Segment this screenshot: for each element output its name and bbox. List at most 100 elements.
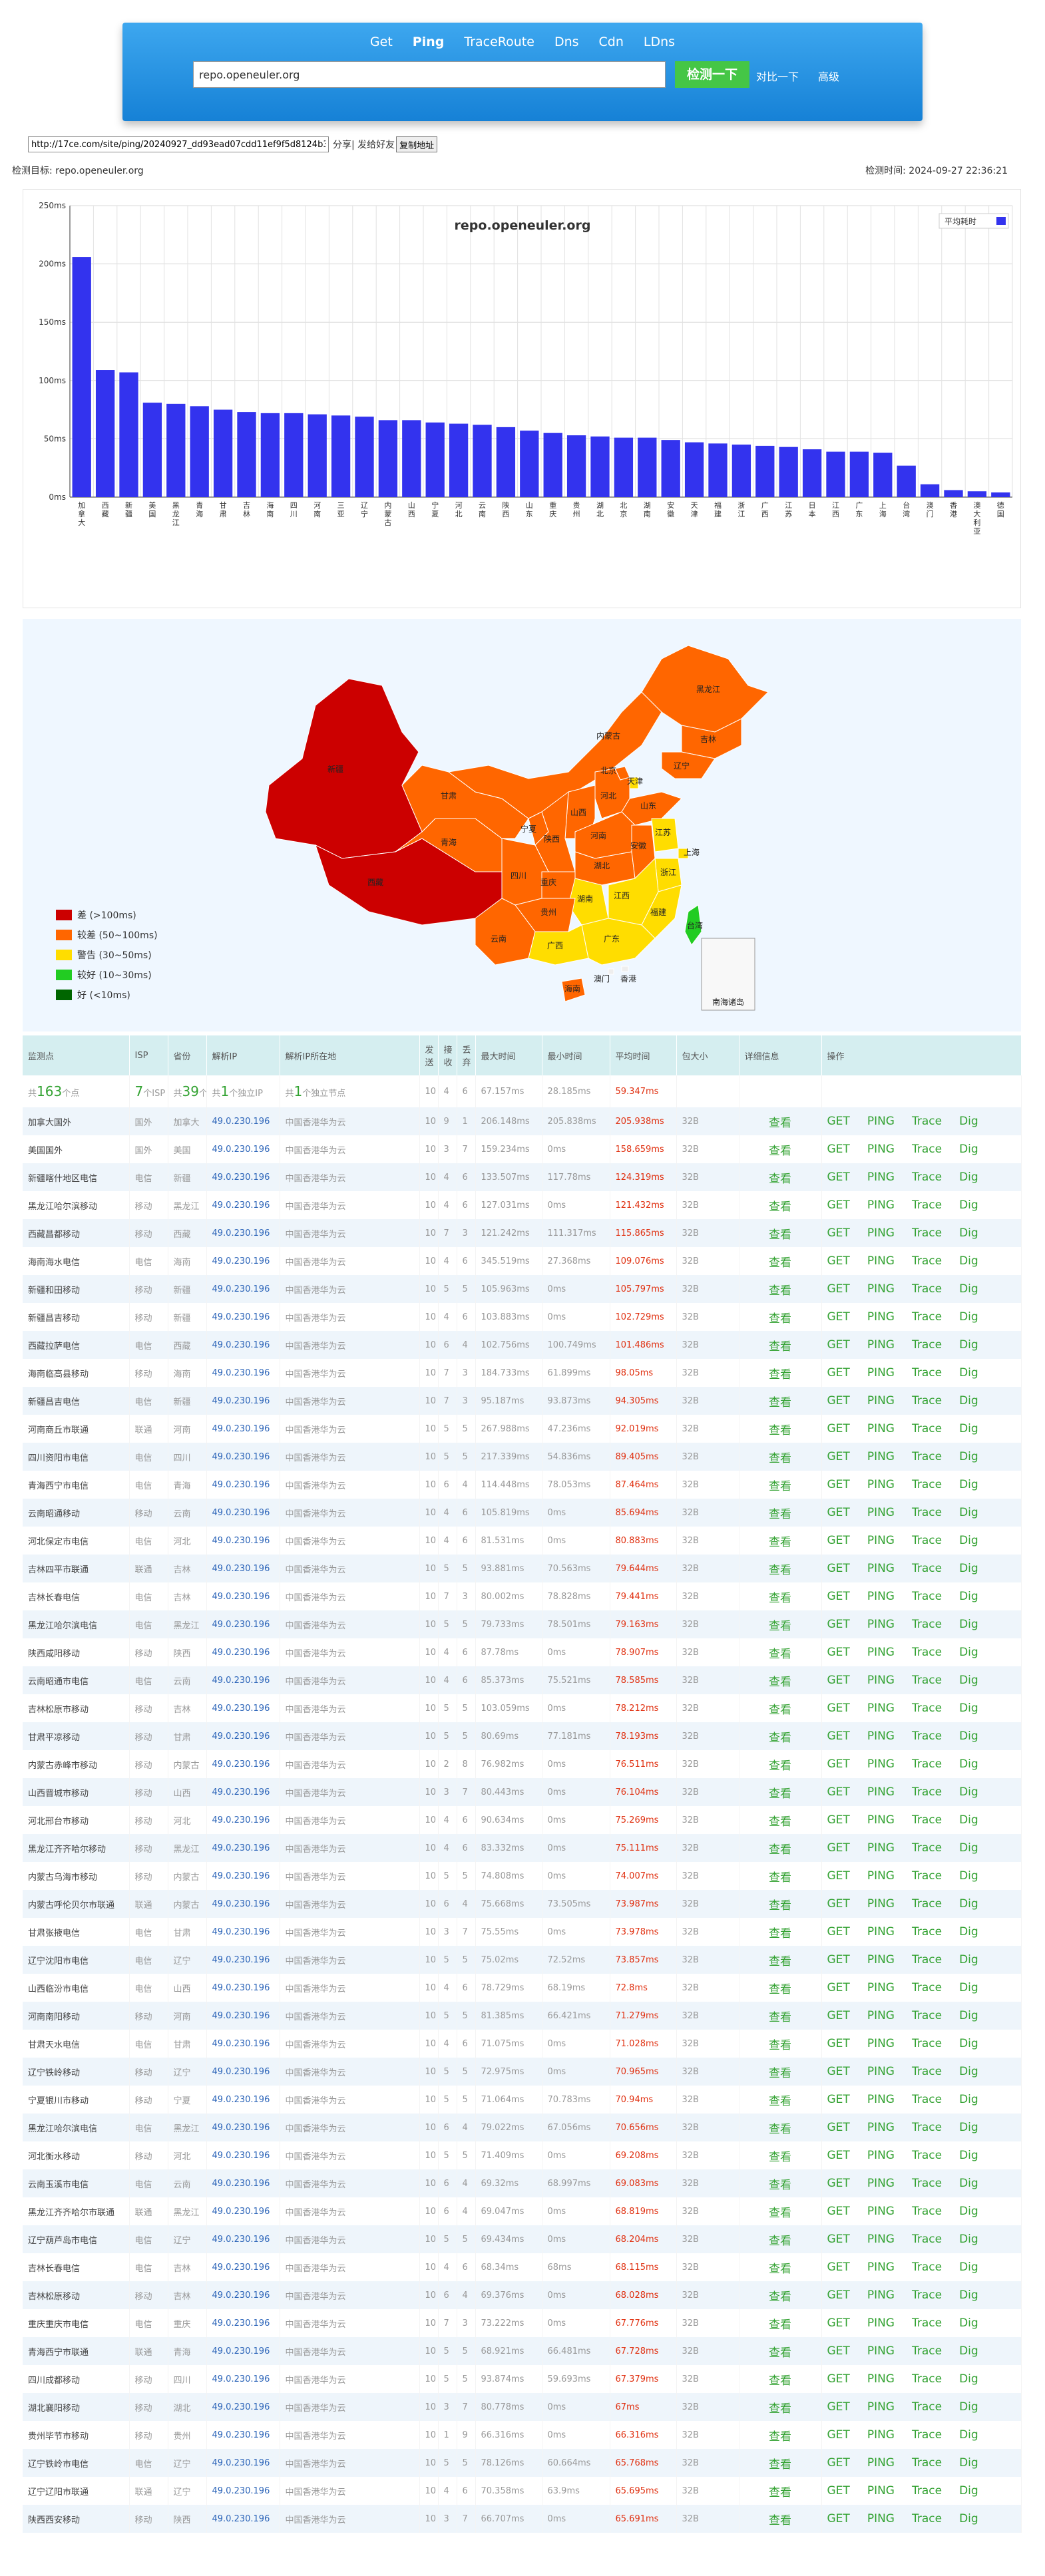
action-get-link[interactable]: GET [827,2149,850,2162]
view-detail-link[interactable]: 查看 [739,2477,822,2505]
action-dig-link[interactable]: Dig [959,1310,978,1324]
action-dig-link[interactable]: Dig [959,1171,978,1184]
action-ping-link[interactable]: PING [867,2177,895,2190]
action-dig-link[interactable]: Dig [959,2289,978,2302]
action-dig-link[interactable]: Dig [959,1506,978,1519]
action-dig-link[interactable]: Dig [959,1730,978,1743]
action-ping-link[interactable]: PING [867,2316,895,2330]
action-get-link[interactable]: GET [827,1143,850,1156]
nav-tab-ldns[interactable]: LDns [643,35,676,49]
action-get-link[interactable]: GET [827,2400,850,2414]
nav-tab-traceroute[interactable]: TraceRoute [464,35,534,49]
action-get-link[interactable]: GET [827,1618,850,1631]
action-ping-link[interactable]: PING [867,2233,895,2246]
action-trace-link[interactable]: Trace [911,1897,942,1911]
action-get-link[interactable]: GET [827,2456,850,2470]
action-ping-link[interactable]: PING [867,1562,895,1575]
action-trace-link[interactable]: Trace [911,1730,942,1743]
action-ping-link[interactable]: PING [867,1143,895,1156]
action-ping-link[interactable]: PING [867,1785,895,1799]
action-trace-link[interactable]: Trace [911,1115,942,1128]
action-dig-link[interactable]: Dig [959,1785,978,1799]
province-内蒙古[interactable] [447,691,662,819]
action-dig-link[interactable]: Dig [959,1925,978,1938]
action-get-link[interactable]: GET [827,2093,850,2106]
action-trace-link[interactable]: Trace [911,2121,942,2134]
view-detail-link[interactable]: 查看 [739,1778,822,1806]
view-detail-link[interactable]: 查看 [739,1555,822,1582]
action-ping-link[interactable]: PING [867,1450,895,1463]
view-detail-link[interactable]: 查看 [739,2449,822,2477]
action-trace-link[interactable]: Trace [911,1366,942,1380]
action-dig-link[interactable]: Dig [959,1981,978,1994]
view-detail-link[interactable]: 查看 [739,1359,822,1387]
action-dig-link[interactable]: Dig [959,2149,978,2162]
action-get-link[interactable]: GET [827,2065,850,2078]
nav-tab-dns[interactable]: Dns [554,35,579,49]
action-trace-link[interactable]: Trace [911,1338,942,1352]
action-ping-link[interactable]: PING [867,1506,895,1519]
action-trace-link[interactable]: Trace [911,1813,942,1827]
action-dig-link[interactable]: Dig [959,2093,978,2106]
action-trace-link[interactable]: Trace [911,1226,942,1240]
search-input[interactable] [193,61,666,88]
view-detail-link[interactable]: 查看 [739,2197,822,2225]
view-detail-link[interactable]: 查看 [739,2393,822,2421]
action-ping-link[interactable]: PING [867,2037,895,2050]
action-get-link[interactable]: GET [827,2316,850,2330]
action-dig-link[interactable]: Dig [959,1282,978,1296]
view-detail-link[interactable]: 查看 [739,2030,822,2058]
action-ping-link[interactable]: PING [867,2512,895,2525]
action-ping-link[interactable]: PING [867,1841,895,1855]
action-trace-link[interactable]: Trace [911,2233,942,2246]
view-detail-link[interactable]: 查看 [739,2505,822,2533]
action-dig-link[interactable]: Dig [959,1869,978,1883]
action-get-link[interactable]: GET [827,2428,850,2442]
action-dig-link[interactable]: Dig [959,2065,978,2078]
action-get-link[interactable]: GET [827,1730,850,1743]
share-text[interactable]: 分享| 发给好友 [333,140,395,150]
view-detail-link[interactable]: 查看 [739,1890,822,1918]
action-dig-link[interactable]: Dig [959,1702,978,1715]
action-trace-link[interactable]: Trace [911,1478,942,1491]
view-detail-link[interactable]: 查看 [739,2002,822,2030]
action-get-link[interactable]: GET [827,1674,850,1687]
action-dig-link[interactable]: Dig [959,2316,978,2330]
view-detail-link[interactable]: 查看 [739,1974,822,2002]
action-ping-link[interactable]: PING [867,2289,895,2302]
view-detail-link[interactable]: 查看 [739,1163,822,1191]
action-trace-link[interactable]: Trace [911,2261,942,2274]
action-dig-link[interactable]: Dig [959,1953,978,1966]
action-trace-link[interactable]: Trace [911,2289,942,2302]
action-get-link[interactable]: GET [827,1702,850,1715]
action-get-link[interactable]: GET [827,1897,850,1911]
action-ping-link[interactable]: PING [867,2065,895,2078]
action-trace-link[interactable]: Trace [911,1757,942,1771]
action-get-link[interactable]: GET [827,2009,850,2022]
action-get-link[interactable]: GET [827,2177,850,2190]
action-trace-link[interactable]: Trace [911,1506,942,1519]
action-trace-link[interactable]: Trace [911,1590,942,1603]
action-trace-link[interactable]: Trace [911,2093,942,2106]
action-ping-link[interactable]: PING [867,1226,895,1240]
action-get-link[interactable]: GET [827,1953,850,1966]
action-trace-link[interactable]: Trace [911,2400,942,2414]
view-detail-link[interactable]: 查看 [739,2058,822,2086]
view-detail-link[interactable]: 查看 [739,1722,822,1750]
action-dig-link[interactable]: Dig [959,1757,978,1771]
view-detail-link[interactable]: 查看 [739,1135,822,1163]
view-detail-link[interactable]: 查看 [739,1694,822,1722]
action-trace-link[interactable]: Trace [911,1254,942,1268]
action-trace-link[interactable]: Trace [911,2037,942,2050]
action-get-link[interactable]: GET [827,1646,850,1659]
view-detail-link[interactable]: 查看 [739,2421,822,2449]
action-trace-link[interactable]: Trace [911,1674,942,1687]
action-trace-link[interactable]: Trace [911,2372,942,2386]
action-trace-link[interactable]: Trace [911,2009,942,2022]
action-trace-link[interactable]: Trace [911,2177,942,2190]
action-dig-link[interactable]: Dig [959,1226,978,1240]
action-dig-link[interactable]: Dig [959,1143,978,1156]
action-dig-link[interactable]: Dig [959,1813,978,1827]
action-get-link[interactable]: GET [827,1869,850,1883]
action-trace-link[interactable]: Trace [911,1422,942,1435]
